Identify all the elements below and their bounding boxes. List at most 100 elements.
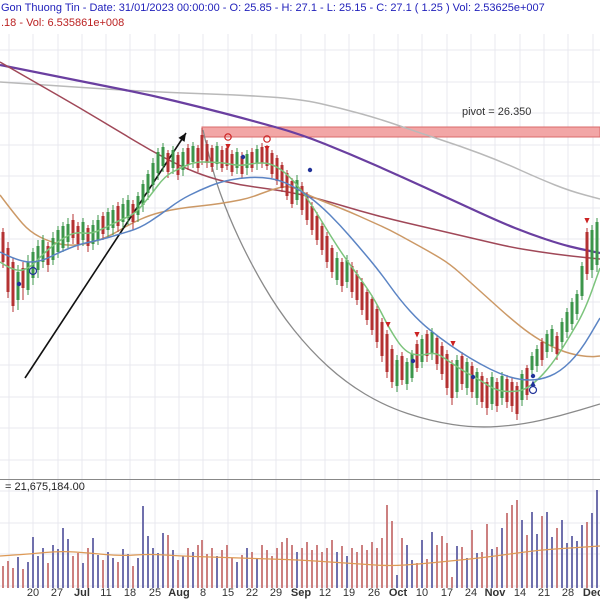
candle-body — [136, 196, 140, 215]
candle-body — [126, 200, 130, 218]
candle-body — [375, 309, 379, 342]
candle-body — [495, 382, 499, 406]
candle-body — [191, 146, 195, 162]
candle-body — [455, 360, 459, 392]
candle-body — [360, 282, 364, 310]
sell-arrow-marker — [225, 144, 231, 150]
candle-body — [161, 147, 165, 166]
candle-body — [345, 260, 349, 282]
pivot-band — [201, 126, 600, 138]
sell-arrow-marker — [385, 322, 391, 328]
candle-body — [260, 147, 264, 163]
candle-body — [515, 386, 519, 414]
sell-circle-marker — [224, 133, 232, 141]
x-axis-label: 10 — [416, 587, 428, 599]
circle-annotation — [202, 129, 600, 428]
candle-body — [565, 312, 569, 332]
candle-body — [525, 368, 529, 395]
candle-body — [420, 339, 424, 362]
candle-body — [91, 225, 95, 244]
candle-body — [1, 232, 5, 262]
candle-body — [585, 232, 589, 274]
x-axis-label: 25 — [149, 587, 161, 599]
candle-body — [275, 158, 279, 181]
x-axis-label: Oct — [389, 587, 408, 599]
x-axis-label: Jul — [74, 587, 90, 599]
x-axis-label: Dec — [583, 587, 600, 599]
candle-body — [355, 274, 359, 300]
candle-body — [41, 240, 45, 262]
candle-body — [61, 226, 65, 248]
candle-body — [435, 338, 439, 364]
x-axis-label: 24 — [465, 587, 477, 599]
trend-arrow — [24, 132, 187, 379]
candle-body — [410, 354, 414, 378]
candle-body — [290, 181, 294, 204]
x-axis-label: 27 — [51, 587, 63, 599]
x-axis-label: 12 — [319, 587, 331, 599]
candle-body — [310, 206, 314, 230]
candle-body — [16, 272, 20, 300]
x-axis-label: 19 — [343, 587, 355, 599]
buy-dot-marker — [410, 358, 416, 364]
buy-arrow-marker — [530, 380, 536, 386]
ma-orange — [0, 186, 600, 358]
candle-body — [415, 344, 419, 368]
candle-body — [111, 210, 115, 228]
candle-body — [530, 356, 534, 370]
candle-body — [440, 346, 444, 374]
candle-body — [51, 238, 55, 260]
sell-arrow-marker — [584, 218, 590, 224]
candle-body — [550, 329, 554, 346]
candle-body — [370, 299, 374, 330]
x-axis-label: Sep — [291, 587, 311, 599]
candle-body — [350, 266, 354, 292]
candle-body — [255, 149, 259, 164]
ma-gray — [0, 81, 600, 200]
x-axis-labels: 20 27 Jul 11 18 25 Aug 8 15 22 29 Sep 12 19 26 Oct 10 17 2… — [27, 587, 600, 599]
candle-body — [86, 228, 90, 246]
candle-body — [520, 374, 524, 400]
candle-body — [380, 322, 384, 356]
candle-body — [580, 266, 584, 296]
sell-arrow-marker — [450, 341, 456, 347]
candle-body — [285, 173, 289, 196]
candle-body — [320, 226, 324, 250]
candle-body — [570, 302, 574, 324]
candle-body — [106, 212, 110, 230]
candle-body — [400, 356, 404, 380]
candle-body — [305, 196, 309, 220]
candle-body — [21, 268, 25, 288]
candle-body — [470, 366, 474, 392]
candle-body — [101, 216, 105, 234]
buy-dot-marker — [470, 374, 476, 380]
sell-arrow-marker — [264, 146, 270, 152]
candle-body — [335, 258, 339, 280]
candle-body — [171, 150, 175, 168]
x-axis-label: 29 — [270, 587, 282, 599]
ma-blue — [0, 176, 600, 381]
candle-body — [210, 148, 214, 167]
candle-body — [81, 222, 85, 240]
ohlc-header-line: Gon Thuong Tin - Date: 31/01/2023 00:00:… — [1, 2, 545, 14]
x-axis-label: 17 — [441, 587, 453, 599]
candle-body — [540, 342, 544, 360]
candle-body — [575, 294, 579, 314]
candle-body — [76, 226, 80, 244]
candle-body — [510, 382, 514, 406]
candle-body — [595, 222, 599, 265]
candle-body — [71, 220, 75, 238]
x-axis-label: 26 — [368, 587, 380, 599]
sell-arrow-marker — [414, 332, 420, 338]
volume-layer — [2, 490, 598, 588]
candle-body — [280, 165, 284, 188]
x-axis-label: 21 — [538, 587, 550, 599]
candle-body — [385, 334, 389, 372]
candle-body — [121, 204, 125, 222]
candle-body — [176, 155, 180, 175]
x-axis-label: 15 — [222, 587, 234, 599]
candle-body — [405, 362, 409, 384]
x-axis-label: 14 — [514, 587, 526, 599]
candle-body — [535, 349, 539, 366]
